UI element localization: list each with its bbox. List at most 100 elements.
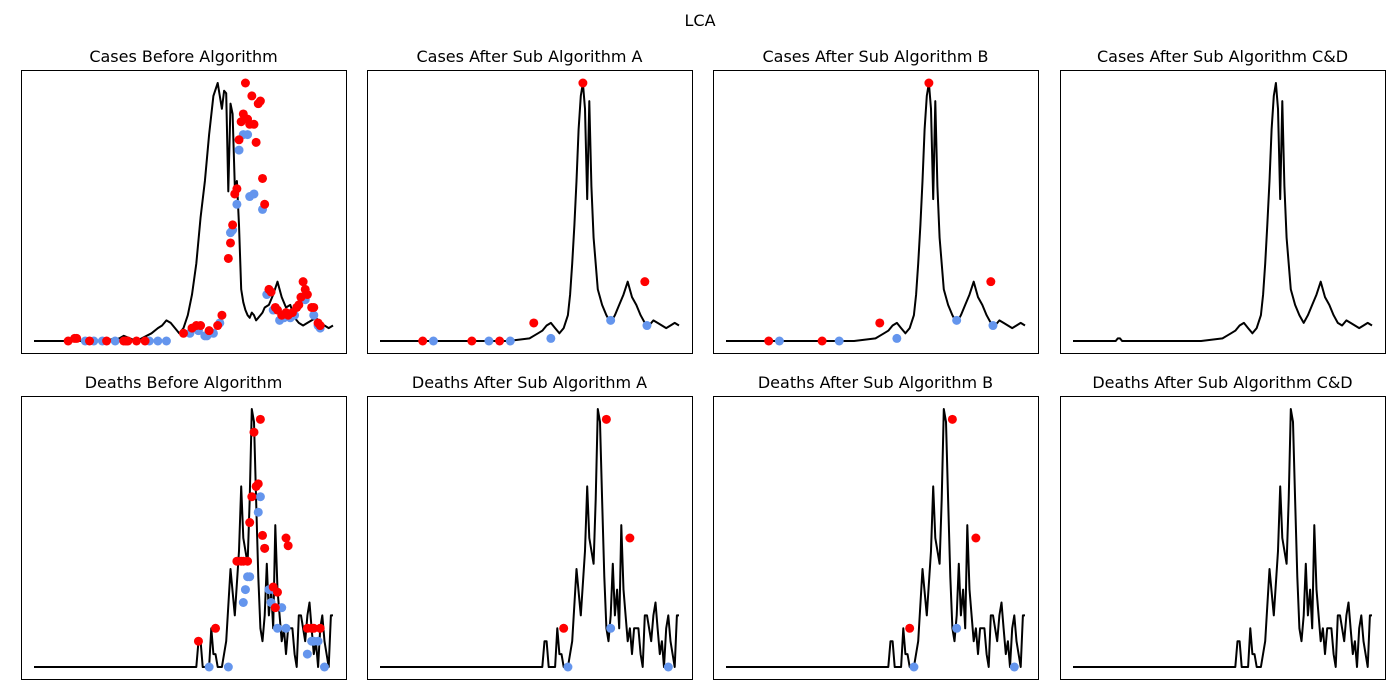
peak-point — [258, 173, 268, 183]
axes-frame — [21, 70, 347, 354]
peak-point — [315, 321, 325, 331]
peak-point — [875, 318, 885, 328]
trough-point — [161, 336, 171, 346]
trough-point — [223, 662, 233, 672]
trough-point — [272, 623, 282, 633]
peak-point — [495, 336, 505, 346]
peak-point — [764, 336, 774, 346]
peak-point — [85, 336, 95, 346]
peak-point — [298, 277, 308, 287]
peak-point — [240, 78, 250, 88]
subplot-title: Cases Before Algorithm — [89, 47, 277, 66]
axes-frame — [367, 396, 693, 680]
trough-point — [204, 662, 214, 672]
trough-point — [309, 310, 319, 320]
peak-point — [817, 336, 827, 346]
peak-point — [123, 336, 133, 346]
peak-point — [213, 321, 223, 331]
peak-point — [309, 302, 319, 312]
peak-point — [971, 533, 981, 543]
peak-point — [249, 119, 259, 129]
trough-point — [663, 662, 673, 672]
trough-point — [277, 603, 287, 613]
trough-point — [313, 636, 323, 646]
peak-point — [249, 427, 259, 437]
peak-point — [225, 238, 235, 248]
trough-point — [281, 623, 291, 633]
peak-point — [247, 492, 257, 502]
peak-point — [601, 414, 611, 424]
peak-point — [258, 530, 268, 540]
trough-point — [238, 598, 248, 607]
subplot-title: Deaths Before Algorithm — [85, 373, 283, 392]
subplot-1: Cases Before Algorithm — [21, 47, 347, 354]
peak-point — [251, 137, 261, 147]
peak-point — [315, 623, 325, 633]
trough-point — [428, 336, 438, 346]
series-line — [34, 82, 334, 342]
subplot-4: Cases After Sub Algorithm C&D — [1060, 47, 1386, 354]
series-line — [726, 82, 1026, 342]
peak-point — [72, 333, 82, 343]
series-line — [1073, 408, 1372, 668]
peak-point — [266, 287, 276, 297]
trough-point — [253, 507, 263, 517]
subplot-title: Cases After Sub Algorithm C&D — [1097, 47, 1348, 66]
trough-point — [234, 145, 244, 155]
peak-point — [204, 326, 214, 336]
peak-point — [260, 543, 270, 553]
peak-point — [196, 321, 206, 331]
peak-point — [211, 623, 221, 633]
peak-point — [281, 533, 291, 543]
trough-point — [606, 315, 616, 325]
peak-point — [418, 336, 428, 346]
peak-point — [270, 603, 280, 613]
trough-point — [110, 336, 120, 346]
peak-point — [294, 300, 304, 310]
peak-point — [559, 623, 569, 633]
peak-point — [228, 220, 238, 230]
trough-point — [319, 662, 329, 672]
trough-point — [606, 623, 616, 633]
peak-point — [253, 479, 263, 489]
trough-point — [774, 336, 784, 346]
trough-point — [255, 492, 265, 502]
subplot-title: Cases After Sub Algorithm B — [762, 47, 988, 66]
subplot-5: Deaths Before Algorithm — [21, 373, 347, 680]
trough-point — [988, 321, 998, 331]
peak-point — [260, 199, 270, 209]
peak-point — [255, 414, 265, 424]
axes-frame — [1060, 396, 1386, 680]
peak-point — [625, 533, 635, 543]
peak-point — [132, 336, 142, 346]
peak-point — [302, 290, 312, 300]
subplot-title: Cases After Sub Algorithm A — [416, 47, 642, 66]
trough-point — [245, 572, 255, 582]
peak-point — [905, 623, 915, 633]
peak-point — [243, 556, 253, 566]
subplot-2: Cases After Sub Algorithm A — [367, 47, 693, 354]
peak-point — [245, 518, 255, 528]
subplot-3: Cases After Sub Algorithm B — [713, 47, 1039, 354]
subplot-title: Deaths After Sub Algorithm B — [758, 373, 993, 392]
peak-point — [232, 184, 242, 194]
series-line — [380, 408, 679, 668]
subplot-6: Deaths After Sub Algorithm A — [367, 373, 693, 680]
trough-point — [952, 623, 962, 633]
trough-point — [249, 189, 259, 199]
subplot-title: Deaths After Sub Algorithm A — [412, 373, 647, 392]
trough-point — [240, 585, 250, 595]
trough-point — [243, 130, 253, 140]
trough-point — [484, 336, 494, 346]
peak-point — [640, 277, 650, 287]
peak-point — [193, 636, 203, 646]
peak-point — [986, 277, 996, 287]
axes-frame — [713, 396, 1039, 680]
peak-point — [223, 253, 233, 263]
peak-point — [529, 318, 539, 328]
axes-frame — [367, 70, 693, 354]
figure-title: LCA — [684, 11, 716, 30]
peak-point — [247, 91, 257, 101]
trough-point — [1009, 662, 1019, 672]
axes-frame — [21, 396, 347, 680]
